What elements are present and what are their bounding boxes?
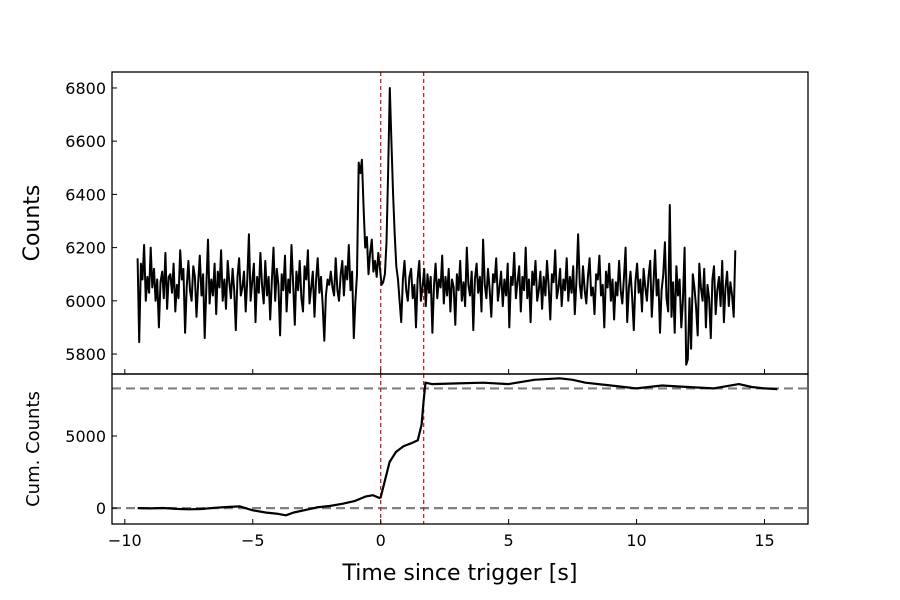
top-trigger-lines (380, 72, 425, 374)
top-y-tick-label: 6600 (65, 132, 106, 151)
top-y-ticks: 5800 6000 6200 6400 6600 6800 (65, 79, 117, 364)
x-tick-label: −5 (241, 531, 265, 550)
top-counts-line (136, 87, 737, 366)
bottom-cumulative-line (137, 377, 778, 517)
x-tick-label: 10 (626, 531, 646, 550)
bottom-x-ticks: −10 −5 0 5 10 15 (108, 519, 775, 550)
top-y-tick-label: 6400 (65, 185, 106, 204)
top-y-tick-label: 5800 (65, 345, 106, 364)
x-tick-label: 5 (504, 531, 514, 550)
bottom-y-tick-label: 5000 (65, 427, 106, 446)
top-y-tick-label: 6800 (65, 79, 106, 98)
top-x-ticks (124, 369, 765, 374)
bottom-y-tick-label: 0 (96, 499, 106, 518)
top-panel: 5800 6000 6200 6400 6600 6800 Counts (20, 71, 809, 375)
bottom-y-ticks: 0 5000 (65, 427, 117, 518)
bottom-panel: 0 5000 −10 −5 0 5 10 15 Cum. Counts Time since… (23, 373, 809, 586)
x-tick-label: 15 (754, 531, 774, 550)
bottom-reference-lines (112, 387, 808, 510)
bottom-axes-frame (111, 373, 809, 525)
top-y-tick-label: 6200 (65, 239, 106, 258)
x-axis-label: Time since trigger [s] (342, 561, 578, 586)
x-tick-label: −10 (108, 531, 142, 550)
top-y-axis-label: Counts (20, 185, 45, 262)
x-tick-label: 0 (376, 531, 386, 550)
top-y-tick-label: 6000 (65, 292, 106, 311)
bottom-y-axis-label: Cum. Counts (23, 391, 44, 507)
